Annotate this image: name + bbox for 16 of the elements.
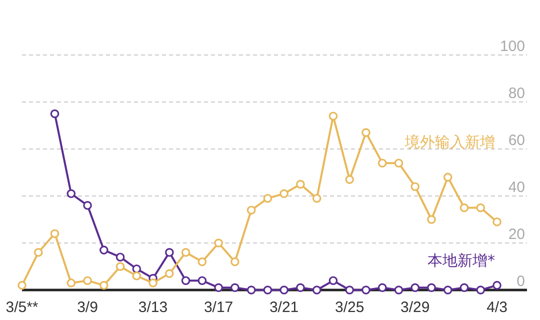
y-tick-label: 60 bbox=[508, 132, 525, 149]
y-tick-label: 80 bbox=[508, 85, 525, 102]
y-tick-label: 40 bbox=[508, 179, 525, 196]
x-tick-label: 3/5** bbox=[6, 299, 38, 316]
x-tick-label: 4/3 bbox=[486, 299, 508, 316]
x-tick-label: 3/25 bbox=[334, 299, 364, 316]
y-tick-label: 0 bbox=[516, 273, 525, 290]
series-label: 境外输入新增 bbox=[404, 133, 495, 152]
y-tick-label: 20 bbox=[508, 226, 525, 243]
x-tick-label: 3/13 bbox=[138, 299, 168, 316]
x-tick-label: 3/21 bbox=[269, 299, 299, 316]
x-tick-label: 3/9 bbox=[77, 299, 98, 316]
x-tick-label: 3/29 bbox=[400, 299, 430, 316]
x-tick-label: 3/17 bbox=[204, 299, 234, 316]
series-label: 本地新增* bbox=[428, 251, 496, 270]
y-tick-label: 100 bbox=[500, 38, 525, 55]
